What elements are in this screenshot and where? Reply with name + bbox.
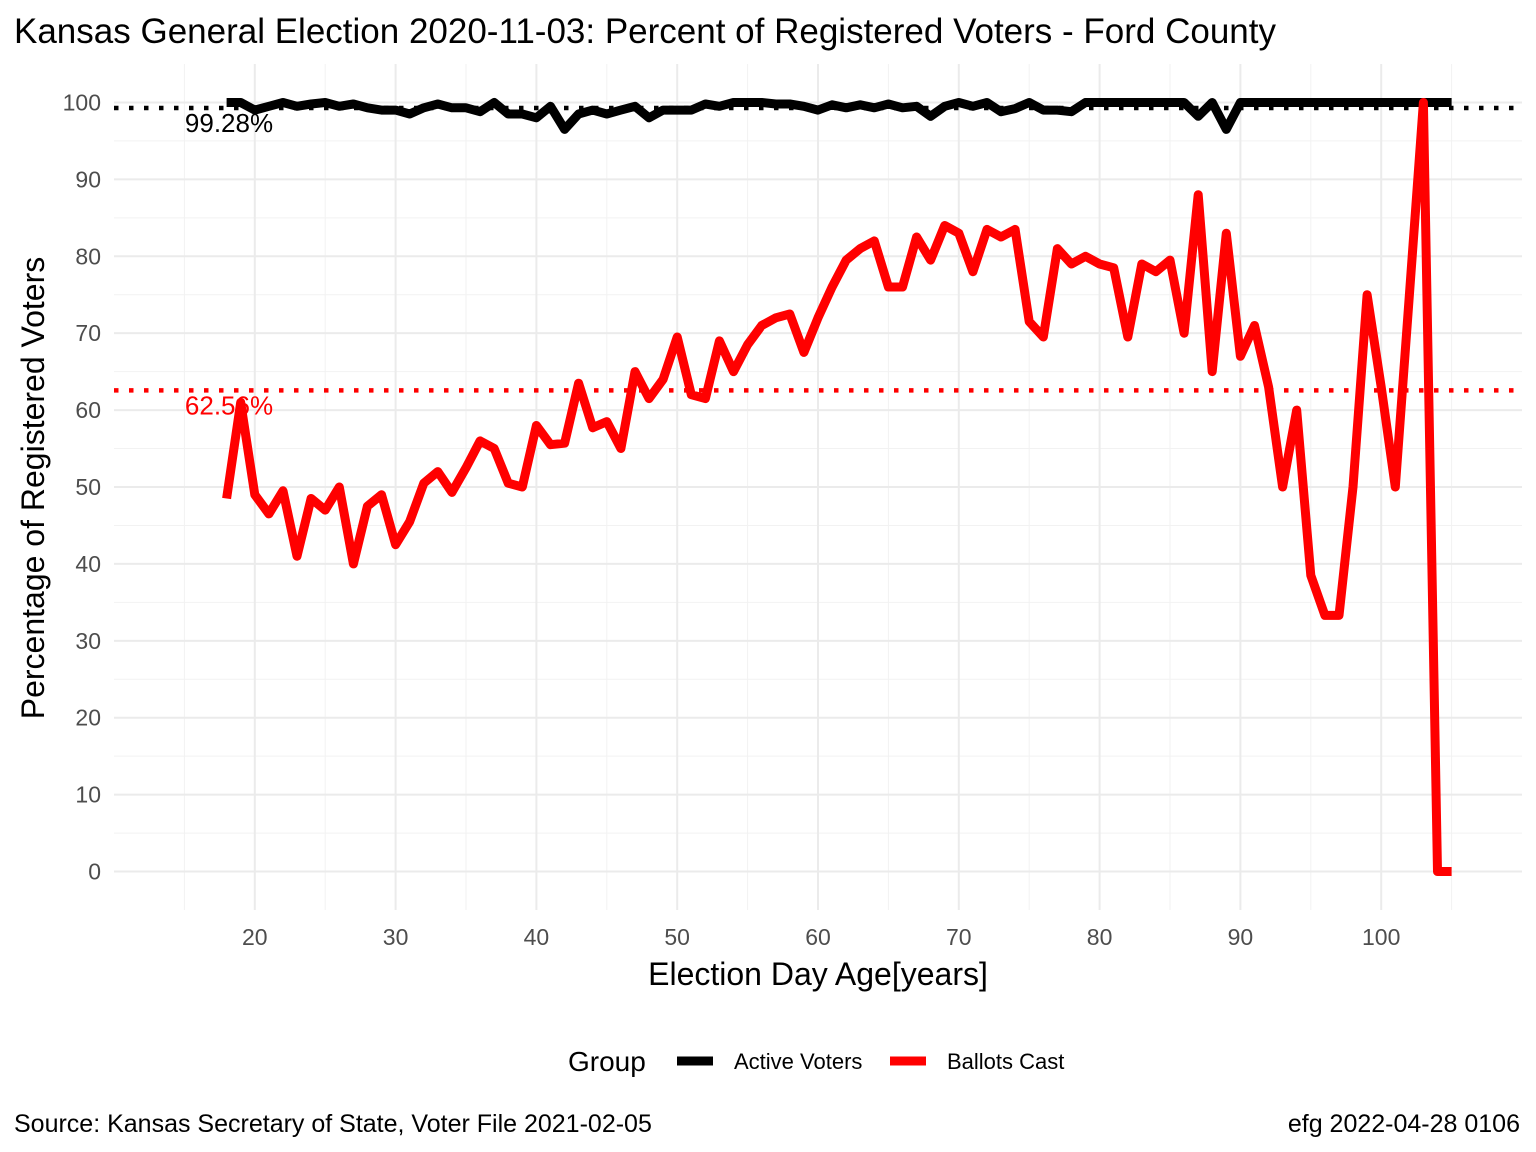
credit-caption: efg 2022-04-28 0106 (1288, 1110, 1520, 1138)
reference-labels: 99.28% 62.56% (185, 108, 273, 420)
y-tick-label: 60 (75, 397, 101, 423)
y-tick-label: 30 (75, 628, 101, 654)
reference-label: 99.28% (185, 108, 273, 138)
y-tick-label: 100 (63, 89, 101, 115)
x-tick-label: 20 (242, 924, 268, 950)
x-tick-label: 50 (664, 924, 690, 950)
y-tick-label: 50 (75, 474, 101, 500)
source-caption: Source: Kansas Secretary of State, Voter… (14, 1110, 652, 1138)
series-line (226, 98, 1452, 134)
x-tick-label: 30 (383, 924, 409, 950)
legend-label-active-voters: Active Voters (734, 1049, 862, 1074)
series-line (222, 98, 1452, 876)
y-tick-label: 80 (75, 243, 101, 269)
x-tick-label: 40 (524, 924, 550, 950)
x-tick-label: 100 (1362, 924, 1400, 950)
y-tick-label: 20 (75, 705, 101, 731)
x-tick-label: 80 (1087, 924, 1113, 950)
reference-lines (114, 105, 1522, 393)
legend-label-ballots-cast: Ballots Cast (947, 1049, 1064, 1074)
x-tick-label: 90 (1228, 924, 1254, 950)
y-tick-label: 40 (75, 551, 101, 577)
y-tick-label: 0 (88, 859, 101, 885)
y-tick-label: 70 (75, 320, 101, 346)
x-axis-title: Election Day Age[years] (648, 956, 988, 992)
axis-ticks: 20 30 40 50 60 70 80 90 100 0 10 20 30 40 50 60 70 80 90 10… (63, 89, 1401, 950)
y-axis-title: Percentage of Registered Voters (15, 257, 51, 720)
y-tick-label: 90 (75, 166, 101, 192)
reference-label: 62.56% (185, 390, 273, 420)
chart-title: Kansas General Election 2020-11-03: Perc… (14, 12, 1276, 51)
y-tick-label: 10 (75, 782, 101, 808)
legend-title: Group (568, 1046, 646, 1077)
grid (114, 64, 1522, 910)
x-tick-label: 70 (946, 924, 972, 950)
legend: Group Active Voters Ballots Cast (568, 1046, 1064, 1077)
x-tick-label: 60 (805, 924, 831, 950)
data-series (222, 98, 1452, 876)
